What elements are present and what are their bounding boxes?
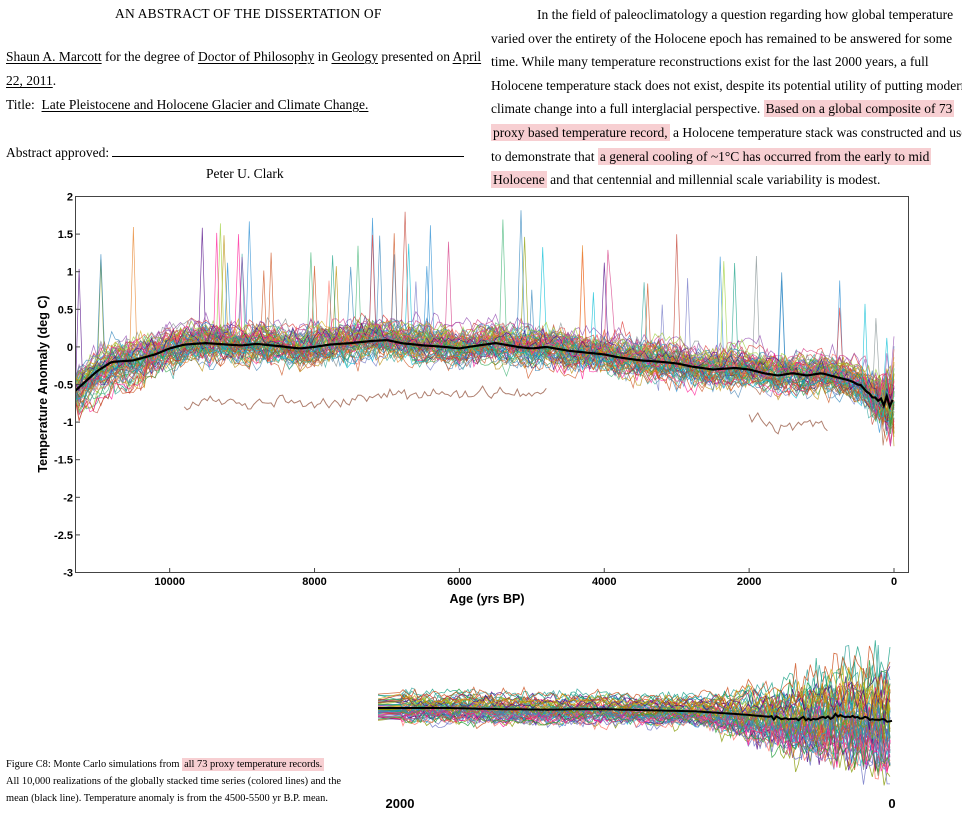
outlier-series-line bbox=[183, 385, 547, 411]
y-axis: 2 1.5 1 0.5 0 -0.5 -1 -1.5 -2 -2.5 -3 bbox=[54, 192, 80, 580]
field: Geology bbox=[331, 49, 378, 64]
text-line: All 10,000 realizations of the globally … bbox=[6, 774, 341, 790]
text-line: In the field of paleoclimatology a quest… bbox=[537, 7, 953, 23]
y-tick-label: 2 bbox=[67, 192, 73, 204]
y-tick-label: -1.5 bbox=[54, 455, 73, 467]
inset-realization-line bbox=[378, 676, 891, 726]
realization-line bbox=[76, 234, 895, 416]
plot-frame bbox=[75, 196, 909, 573]
date-part1: April bbox=[452, 49, 482, 64]
text-span: In the field of paleoclimatology a quest… bbox=[537, 7, 954, 22]
x-axis-label: Age (yrs BP) bbox=[449, 592, 524, 606]
inset-realization-line bbox=[378, 707, 891, 773]
x-tick-label: 2000 bbox=[737, 576, 761, 588]
realization-line bbox=[76, 219, 895, 434]
author-line: Shaun A. Marcott for the degree of Docto… bbox=[6, 49, 482, 64]
inset-realization-line bbox=[378, 708, 891, 771]
y-axis-label: Temperature Anomaly (deg C) bbox=[36, 295, 50, 472]
date-line: 22, 2011. bbox=[6, 73, 57, 88]
author-name: Shaun A. Marcott bbox=[6, 49, 102, 64]
x-axis: 10000 8000 6000 4000 2000 0 bbox=[154, 568, 897, 588]
inset-realization-line bbox=[378, 645, 891, 705]
title-label: Title: bbox=[6, 97, 35, 112]
inset-zoom-chart: 2000 0 bbox=[378, 640, 896, 810]
inset-realization-line bbox=[378, 698, 891, 752]
realization-line bbox=[76, 316, 895, 413]
outlier-series-line bbox=[748, 412, 828, 435]
text-span: Figure C8: Monte Carlo simulations from bbox=[6, 759, 183, 770]
realization-line bbox=[76, 261, 895, 418]
inset-realization-line bbox=[378, 707, 891, 776]
text-line: Holocene temperature stack does not exis… bbox=[491, 78, 962, 94]
y-tick-label: 1.5 bbox=[58, 229, 73, 241]
y-tick-label: 1 bbox=[67, 267, 73, 279]
ensemble-realizations bbox=[76, 210, 895, 447]
abstract-text: In the field of paleoclimatology a quest… bbox=[491, 0, 962, 190]
x-tick-label: 10000 bbox=[154, 576, 185, 588]
title-line: Title: Late Pleistocene and Holocene Gla… bbox=[6, 97, 368, 113]
highlighted-text: Based on a global composite of 73 bbox=[763, 100, 955, 118]
realization-line bbox=[76, 322, 895, 447]
signature-line bbox=[112, 144, 465, 157]
realization-line bbox=[76, 292, 895, 418]
inset-realization-line bbox=[378, 644, 891, 709]
abstract-approved-line: Abstract approved: bbox=[6, 144, 465, 161]
y-tick-label: -0.5 bbox=[54, 380, 73, 392]
y-tick-label: -2.5 bbox=[54, 530, 73, 542]
text-span: Holocene temperature stack does not exis… bbox=[491, 77, 962, 93]
inset-realization-line bbox=[378, 680, 891, 719]
inset-mean-line bbox=[378, 707, 893, 723]
text-span: time. While many temperature reconstruct… bbox=[491, 54, 929, 70]
x-tick-label: 4000 bbox=[592, 576, 616, 588]
highlighted-text: a general cooling of ~1°C has occurred f… bbox=[597, 147, 932, 165]
inset-realization-line bbox=[378, 640, 891, 704]
inset-x-axis: 2000 0 bbox=[386, 796, 896, 810]
degree: Doctor of Philosophy bbox=[197, 49, 315, 64]
inset-realization-line bbox=[378, 704, 891, 763]
highlighted-text: proxy based temperature record, bbox=[491, 124, 670, 141]
text-span: climate change into a full interglacial … bbox=[491, 101, 764, 117]
text-line: climate change into a full interglacial … bbox=[491, 100, 955, 118]
inset-realization-line bbox=[378, 683, 891, 729]
abstract-approved-label: Abstract approved: bbox=[6, 145, 110, 160]
x-tick-label: 0 bbox=[891, 576, 897, 588]
y-tick-label: 0.5 bbox=[58, 304, 73, 316]
text-line: Figure C8: Monte Carlo simulations from … bbox=[6, 757, 325, 773]
realization-line bbox=[76, 221, 895, 411]
y-tick-label: -1 bbox=[63, 417, 73, 429]
inset-x-tick-label: 2000 bbox=[386, 796, 415, 810]
y-tick-label: -3 bbox=[63, 568, 73, 580]
text-line: mean (black line). Temperature anomaly i… bbox=[6, 791, 328, 807]
text-line: Holocene and that centennial and millenn… bbox=[491, 171, 881, 189]
text-line: time. While many temperature reconstruct… bbox=[491, 54, 929, 70]
title-value: Late Pleistocene and Holocene Glacier an… bbox=[41, 97, 369, 112]
highlighted-text: all 73 proxy temperature records. bbox=[182, 758, 325, 771]
series-layer bbox=[76, 339, 894, 435]
realization-line bbox=[76, 317, 895, 414]
document-header: AN ABSTRACT OF THE DISSERTATION OF bbox=[115, 6, 382, 21]
inset-ensemble-realizations bbox=[378, 640, 891, 786]
temperature-anomaly-chart: 2 1.5 1 0.5 0 -0.5 -1 -1.5 -2 -2.5 -3 10000 8000 600… bbox=[36, 192, 909, 606]
text-line: proxy based temperature record, a Holoce… bbox=[491, 124, 962, 141]
inset-realization-line bbox=[378, 711, 891, 773]
realization-line bbox=[76, 252, 895, 429]
advisor-name: Peter U. Clark bbox=[206, 166, 284, 181]
mean-line bbox=[76, 339, 894, 410]
text-span: and that centennial and millennial scale… bbox=[546, 172, 881, 188]
text-span: mean (black line). Temperature anomaly i… bbox=[6, 793, 328, 804]
x-tick-label: 8000 bbox=[302, 576, 326, 588]
date-part2: 22, 2011 bbox=[6, 73, 53, 88]
text-span: a Holocene temperature stack was constru… bbox=[669, 125, 962, 140]
text-span: to demonstrate that bbox=[491, 148, 598, 164]
highlighted-text: Holocene bbox=[491, 171, 547, 189]
text-line: to demonstrate that a general cooling of… bbox=[491, 147, 932, 165]
inset-series-layer bbox=[378, 707, 893, 723]
text-span: All 10,000 realizations of the globally … bbox=[6, 776, 341, 787]
y-tick-label: -2 bbox=[63, 492, 73, 504]
inset-x-tick-label: 0 bbox=[888, 796, 895, 810]
y-tick-label: 0 bbox=[67, 342, 73, 354]
text-span: varied over the entirety of the Holocene… bbox=[491, 30, 953, 46]
x-tick-label: 6000 bbox=[447, 576, 471, 588]
text-line: varied over the entirety of the Holocene… bbox=[491, 31, 952, 47]
